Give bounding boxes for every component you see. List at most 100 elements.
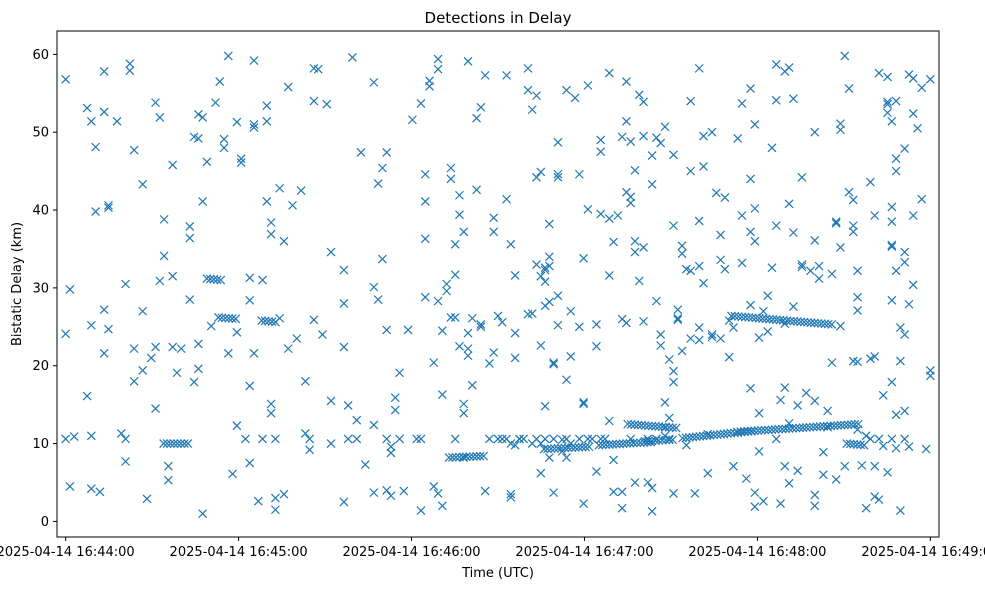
y-tick-label: 10 [32, 437, 49, 452]
detection-point [279, 236, 289, 246]
detection-point [129, 376, 139, 386]
track-point [739, 427, 749, 436]
detection-point [626, 192, 636, 202]
detection-point [750, 119, 760, 129]
track-point [647, 421, 657, 431]
detection-point [604, 68, 614, 78]
detection-point [369, 77, 379, 87]
detection-point [549, 358, 559, 368]
detection-point [737, 211, 747, 220]
detection-point [634, 90, 644, 100]
detection-point [480, 486, 490, 496]
track-point [468, 452, 478, 461]
detection-point [887, 202, 897, 212]
detection-point [544, 453, 554, 463]
y-axis-label: Bistatic Delay (km) [10, 222, 25, 346]
detection-point [574, 434, 584, 444]
detection-point [673, 305, 683, 315]
track-point [654, 422, 664, 432]
detection-point [895, 356, 905, 366]
detection-point [455, 210, 464, 220]
detection-point [544, 219, 554, 229]
detection-point [669, 488, 678, 498]
detection-point [797, 262, 807, 272]
detection-point [861, 503, 871, 513]
detection-point [446, 313, 456, 322]
detection-point [895, 506, 905, 515]
detection-point [270, 434, 280, 444]
detection-point [356, 148, 366, 157]
detection-point [908, 109, 918, 118]
detection-point [309, 96, 319, 106]
track-point [709, 430, 719, 440]
track-point [785, 316, 795, 326]
x-axis-label: Time (UTC) [461, 566, 534, 581]
detection-point [793, 466, 803, 476]
detection-point [245, 458, 255, 468]
detection-point [810, 396, 820, 406]
detection-point [326, 396, 336, 406]
detection-point [626, 137, 636, 146]
detection-point [651, 296, 661, 306]
track-point [654, 436, 664, 445]
detection-point [523, 85, 533, 95]
detection-point [810, 501, 820, 511]
track-point [850, 419, 860, 429]
detection-point [450, 434, 460, 444]
x-tick-label: 2025-04-14 16:48:00 [688, 545, 826, 560]
track-point [827, 320, 837, 329]
track-point [668, 423, 678, 433]
track-point [458, 452, 468, 462]
detection-point [318, 330, 327, 340]
detection-point [416, 506, 426, 515]
detection-point [639, 242, 648, 252]
track-point [778, 315, 788, 325]
detection-point [887, 295, 897, 305]
detection-point [579, 399, 589, 409]
detection-point [604, 416, 614, 426]
detection-point [129, 145, 139, 155]
track-point [224, 313, 234, 323]
track-point [451, 452, 461, 462]
track-point [640, 421, 650, 430]
track-point [836, 420, 846, 430]
track-point [856, 440, 866, 450]
detection-point [540, 277, 550, 287]
track-point [758, 314, 768, 323]
detection-point [86, 116, 96, 126]
detection-point [562, 375, 571, 385]
detection-point [639, 316, 648, 326]
detection-point [814, 274, 824, 283]
track-point [213, 313, 223, 322]
detection-point [724, 352, 734, 362]
detection-point [369, 420, 379, 430]
detection-point [446, 163, 456, 173]
detection-point [193, 134, 203, 143]
detection-point [412, 434, 422, 444]
track-point [806, 318, 816, 328]
detection-point [771, 95, 781, 105]
detection-point [617, 503, 627, 513]
detection-point [446, 174, 456, 184]
detection-point [395, 434, 404, 444]
detection-point [258, 434, 267, 444]
detection-point [437, 390, 447, 399]
track-point [808, 422, 818, 432]
detection-point [836, 125, 845, 135]
track-point [604, 440, 614, 449]
track-point [757, 425, 766, 435]
detection-point [99, 305, 109, 315]
detection-point [647, 506, 657, 516]
track-point [644, 436, 653, 446]
detection-point [245, 381, 255, 391]
points-layer [61, 51, 935, 519]
detection-point [823, 406, 833, 416]
detection-point [236, 154, 246, 164]
detection-point [527, 105, 537, 115]
track-point [173, 439, 182, 449]
y-tick-label: 0 [41, 515, 49, 530]
detection-point [673, 315, 683, 325]
detection-point [476, 322, 486, 332]
detection-point [510, 353, 520, 363]
track-point [743, 426, 753, 436]
